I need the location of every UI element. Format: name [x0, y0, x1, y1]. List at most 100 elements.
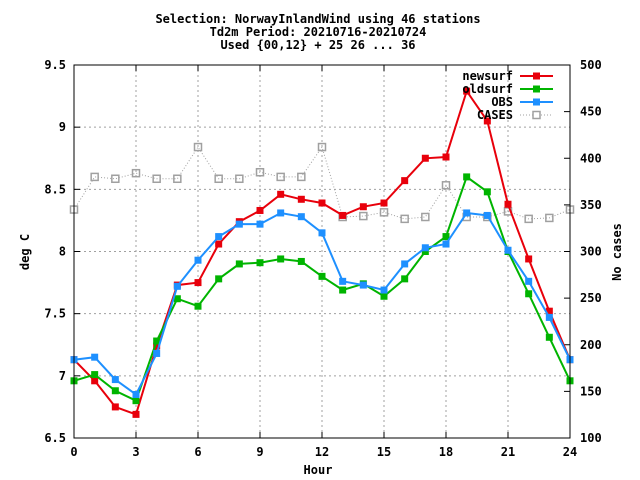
data-point-obs [421, 244, 429, 252]
data-point-newsurf [339, 211, 347, 219]
data-point-newsurf [359, 203, 367, 211]
x-tick-label: 21 [501, 445, 515, 459]
data-point-obs [132, 390, 140, 398]
data-point-obs [380, 286, 388, 294]
data-point-newsurf [318, 199, 326, 207]
data-point-cases [359, 211, 368, 221]
data-point-newsurf [421, 154, 429, 162]
y-tick-label: 7 [59, 369, 66, 383]
data-point-obs [173, 282, 181, 290]
x-tick-label: 24 [563, 445, 577, 459]
data-point-oldsurf [339, 286, 347, 294]
series-line-cases [73, 145, 571, 220]
data-point-obs [483, 211, 491, 219]
data-point-obs [359, 281, 367, 289]
x-tick-label: 6 [194, 445, 201, 459]
data-point-oldsurf [380, 292, 388, 300]
data-point-newsurf [401, 177, 409, 185]
data-point-cases [193, 142, 203, 152]
y-tick-label: 8.5 [44, 182, 66, 196]
data-point-cases [400, 214, 409, 224]
data-point-obs [111, 376, 119, 384]
y-tick-label: 9 [59, 120, 66, 134]
data-point-newsurf [194, 279, 202, 287]
x-tick-label: 12 [315, 445, 329, 459]
series-newsurf [70, 87, 574, 418]
data-point-oldsurf [153, 337, 161, 345]
plot-frame [73, 64, 571, 439]
y2-axis-ticks: 100 150 200 250 300 350 400 450 500 [564, 58, 602, 445]
data-point-obs [277, 209, 285, 217]
data-point-oldsurf [91, 371, 99, 379]
data-point-cases [131, 168, 141, 178]
data-point-newsurf [545, 307, 553, 315]
x-tick-label: 3 [132, 445, 139, 459]
data-point-cases [545, 213, 554, 223]
y2-axis-label: No cases [610, 223, 624, 281]
data-point-obs [297, 213, 305, 221]
data-point-newsurf [215, 240, 223, 248]
data-point-oldsurf [421, 248, 429, 255]
data-point-oldsurf [215, 275, 223, 283]
legend-label-cases: CASES [477, 108, 513, 122]
data-point-oldsurf [235, 260, 243, 268]
title-line-1: Selection: NorwayInlandWind using 46 sta… [155, 12, 480, 26]
data-point-obs [153, 349, 161, 357]
data-point-oldsurf [173, 295, 181, 303]
data-point-cases [235, 174, 244, 184]
data-point-obs [91, 353, 99, 361]
data-point-newsurf [442, 153, 450, 161]
data-point-newsurf [132, 410, 140, 418]
y2-tick-label: 400 [580, 151, 602, 165]
data-point-cases [214, 174, 223, 184]
data-point-obs [318, 229, 326, 237]
y2-tick-label: 150 [580, 384, 602, 398]
legend-marker-cases [532, 110, 541, 120]
x-axis-ticks: 0 3 6 9 12 15 18 21 24 [70, 65, 577, 459]
x-tick-label: 15 [377, 445, 391, 459]
y-tick-label: 7.5 [44, 307, 66, 321]
title-line-2: Td2m Period: 20210716-20210724 [210, 25, 427, 39]
legend-marker-newsurf [533, 72, 540, 80]
legend-marker-obs [533, 98, 540, 106]
data-point-newsurf [463, 87, 471, 95]
y-tick-label: 6.5 [44, 431, 66, 445]
data-point-newsurf [111, 403, 119, 411]
data-point-cases [152, 174, 161, 184]
data-point-oldsurf [194, 302, 202, 310]
x-tick-label: 0 [70, 445, 77, 459]
data-point-cases [297, 172, 306, 182]
y2-tick-label: 250 [580, 291, 602, 305]
data-point-obs [235, 220, 243, 228]
data-point-obs [194, 256, 202, 264]
data-point-cases [255, 167, 265, 177]
data-point-obs [256, 220, 264, 228]
data-point-cases [441, 181, 451, 190]
data-point-cases [90, 172, 99, 182]
x-axis-label: Hour [304, 463, 333, 477]
data-point-oldsurf [111, 387, 119, 395]
chart-title: Selection: NorwayInlandWind using 46 sta… [155, 12, 480, 52]
data-point-oldsurf [401, 275, 409, 283]
legend-label-oldsurf: oldsurf [462, 82, 513, 96]
data-point-cases [524, 214, 533, 224]
legend-label-newsurf: newsurf [462, 69, 513, 83]
data-point-oldsurf [132, 397, 140, 405]
data-point-obs [463, 209, 471, 217]
x-tick-label: 9 [256, 445, 263, 459]
data-point-obs [442, 240, 450, 248]
data-point-newsurf [504, 200, 512, 208]
data-point-newsurf [277, 190, 285, 198]
data-point-oldsurf [318, 272, 326, 280]
data-point-oldsurf [277, 255, 285, 263]
y2-tick-label: 500 [580, 58, 602, 72]
title-line-3: Used {00,12} + 25 26 ... 36 [220, 38, 415, 52]
legend-label-obs: OBS [491, 95, 513, 109]
data-point-oldsurf [463, 173, 471, 181]
data-point-oldsurf [525, 290, 533, 298]
data-point-obs [504, 246, 512, 254]
y2-tick-label: 200 [580, 338, 602, 352]
